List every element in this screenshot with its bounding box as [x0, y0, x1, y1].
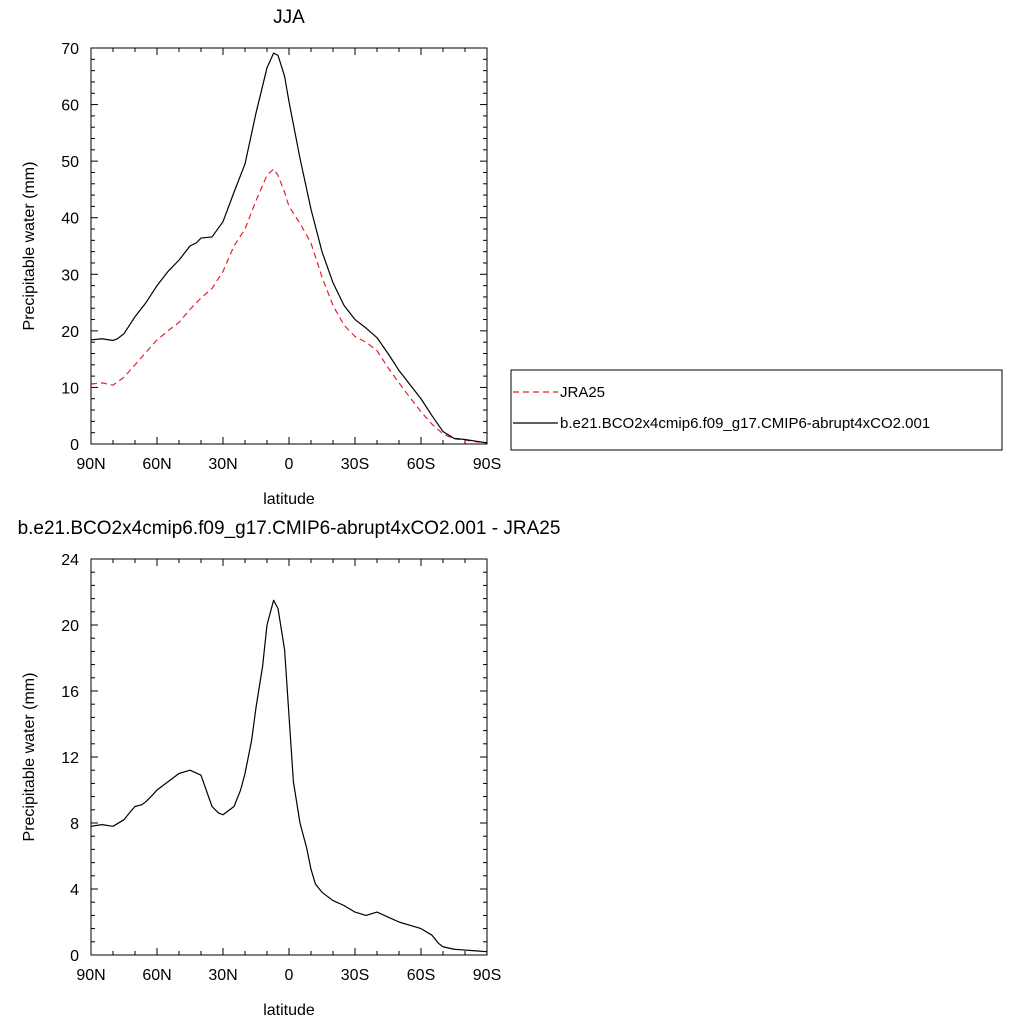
y-tick-label: 20 [61, 324, 79, 341]
y-tick-label: 10 [61, 380, 79, 397]
x-tick-label: 30N [208, 456, 237, 473]
x-tick-label: 90N [76, 967, 105, 984]
x-tick-label: 60S [407, 967, 435, 984]
plot-frame [90, 558, 488, 956]
x-tick-label: 30S [341, 456, 369, 473]
series-line-difference [90, 599, 488, 953]
x-tick-label: 90N [76, 456, 105, 473]
chart-difference: b.e21.BCO2x4cmip6.f09_g17.CMIP6-abrupt4x… [18, 518, 561, 1019]
x-tick-label: 60N [142, 456, 171, 473]
chart-title: JJA [273, 7, 305, 28]
y-tick-label: 60 [61, 98, 79, 115]
x-tick-labels: 90N 60N 30N 0 30S 60S 90S [76, 967, 501, 984]
legend-label-model: b.e21.BCO2x4cmip6.f09_g17.CMIP6-abrupt4x… [560, 415, 930, 432]
y-tick-label: 4 [70, 882, 79, 899]
tick-marks [90, 558, 488, 956]
x-tick-label: 0 [285, 456, 294, 473]
x-tick-label: 30N [208, 967, 237, 984]
legend-box [510, 369, 1003, 451]
y-tick-label: 70 [61, 41, 79, 58]
x-axis-label: latitude [263, 1002, 315, 1019]
y-axis-label: Precipitable water (mm) [21, 673, 38, 842]
tick-marks [90, 47, 488, 445]
x-tick-label: 90S [473, 967, 501, 984]
x-tick-label: 30S [341, 967, 369, 984]
legend-label-jra25: JRA25 [560, 384, 605, 401]
chart-title: b.e21.BCO2x4cmip6.f09_g17.CMIP6-abrupt4x… [18, 518, 561, 539]
series-layer [90, 52, 488, 444]
x-tick-label: 0 [285, 967, 294, 984]
plot-frame [90, 47, 488, 445]
y-tick-label: 24 [61, 552, 79, 569]
y-tick-label: 0 [70, 948, 79, 965]
x-tick-label: 60N [142, 967, 171, 984]
y-tick-label: 16 [61, 684, 79, 701]
series-line-jra25 [90, 168, 488, 444]
y-tick-label: 8 [70, 816, 79, 833]
legend: JRA25 b.e21.BCO2x4cmip6.f09_g17.CMIP6-ab… [510, 369, 1003, 451]
y-axis-label: Precipitable water (mm) [21, 162, 38, 331]
y-tick-label: 50 [61, 154, 79, 171]
y-tick-label: 40 [61, 211, 79, 228]
y-tick-label: 30 [61, 267, 79, 284]
x-tick-labels: 90N 60N 30N 0 30S 60S 90S [76, 456, 501, 473]
y-tick-label: 12 [61, 750, 79, 767]
series-layer [90, 599, 488, 953]
x-tick-label: 90S [473, 456, 501, 473]
y-tick-labels: 0 4 8 12 16 20 24 [61, 552, 79, 965]
y-tick-label: 0 [70, 437, 79, 454]
series-line-model [90, 52, 488, 444]
x-axis-label: latitude [263, 491, 315, 508]
y-tick-labels: 0 10 20 30 40 50 60 70 [61, 41, 79, 454]
y-tick-label: 20 [61, 618, 79, 635]
x-tick-label: 60S [407, 456, 435, 473]
